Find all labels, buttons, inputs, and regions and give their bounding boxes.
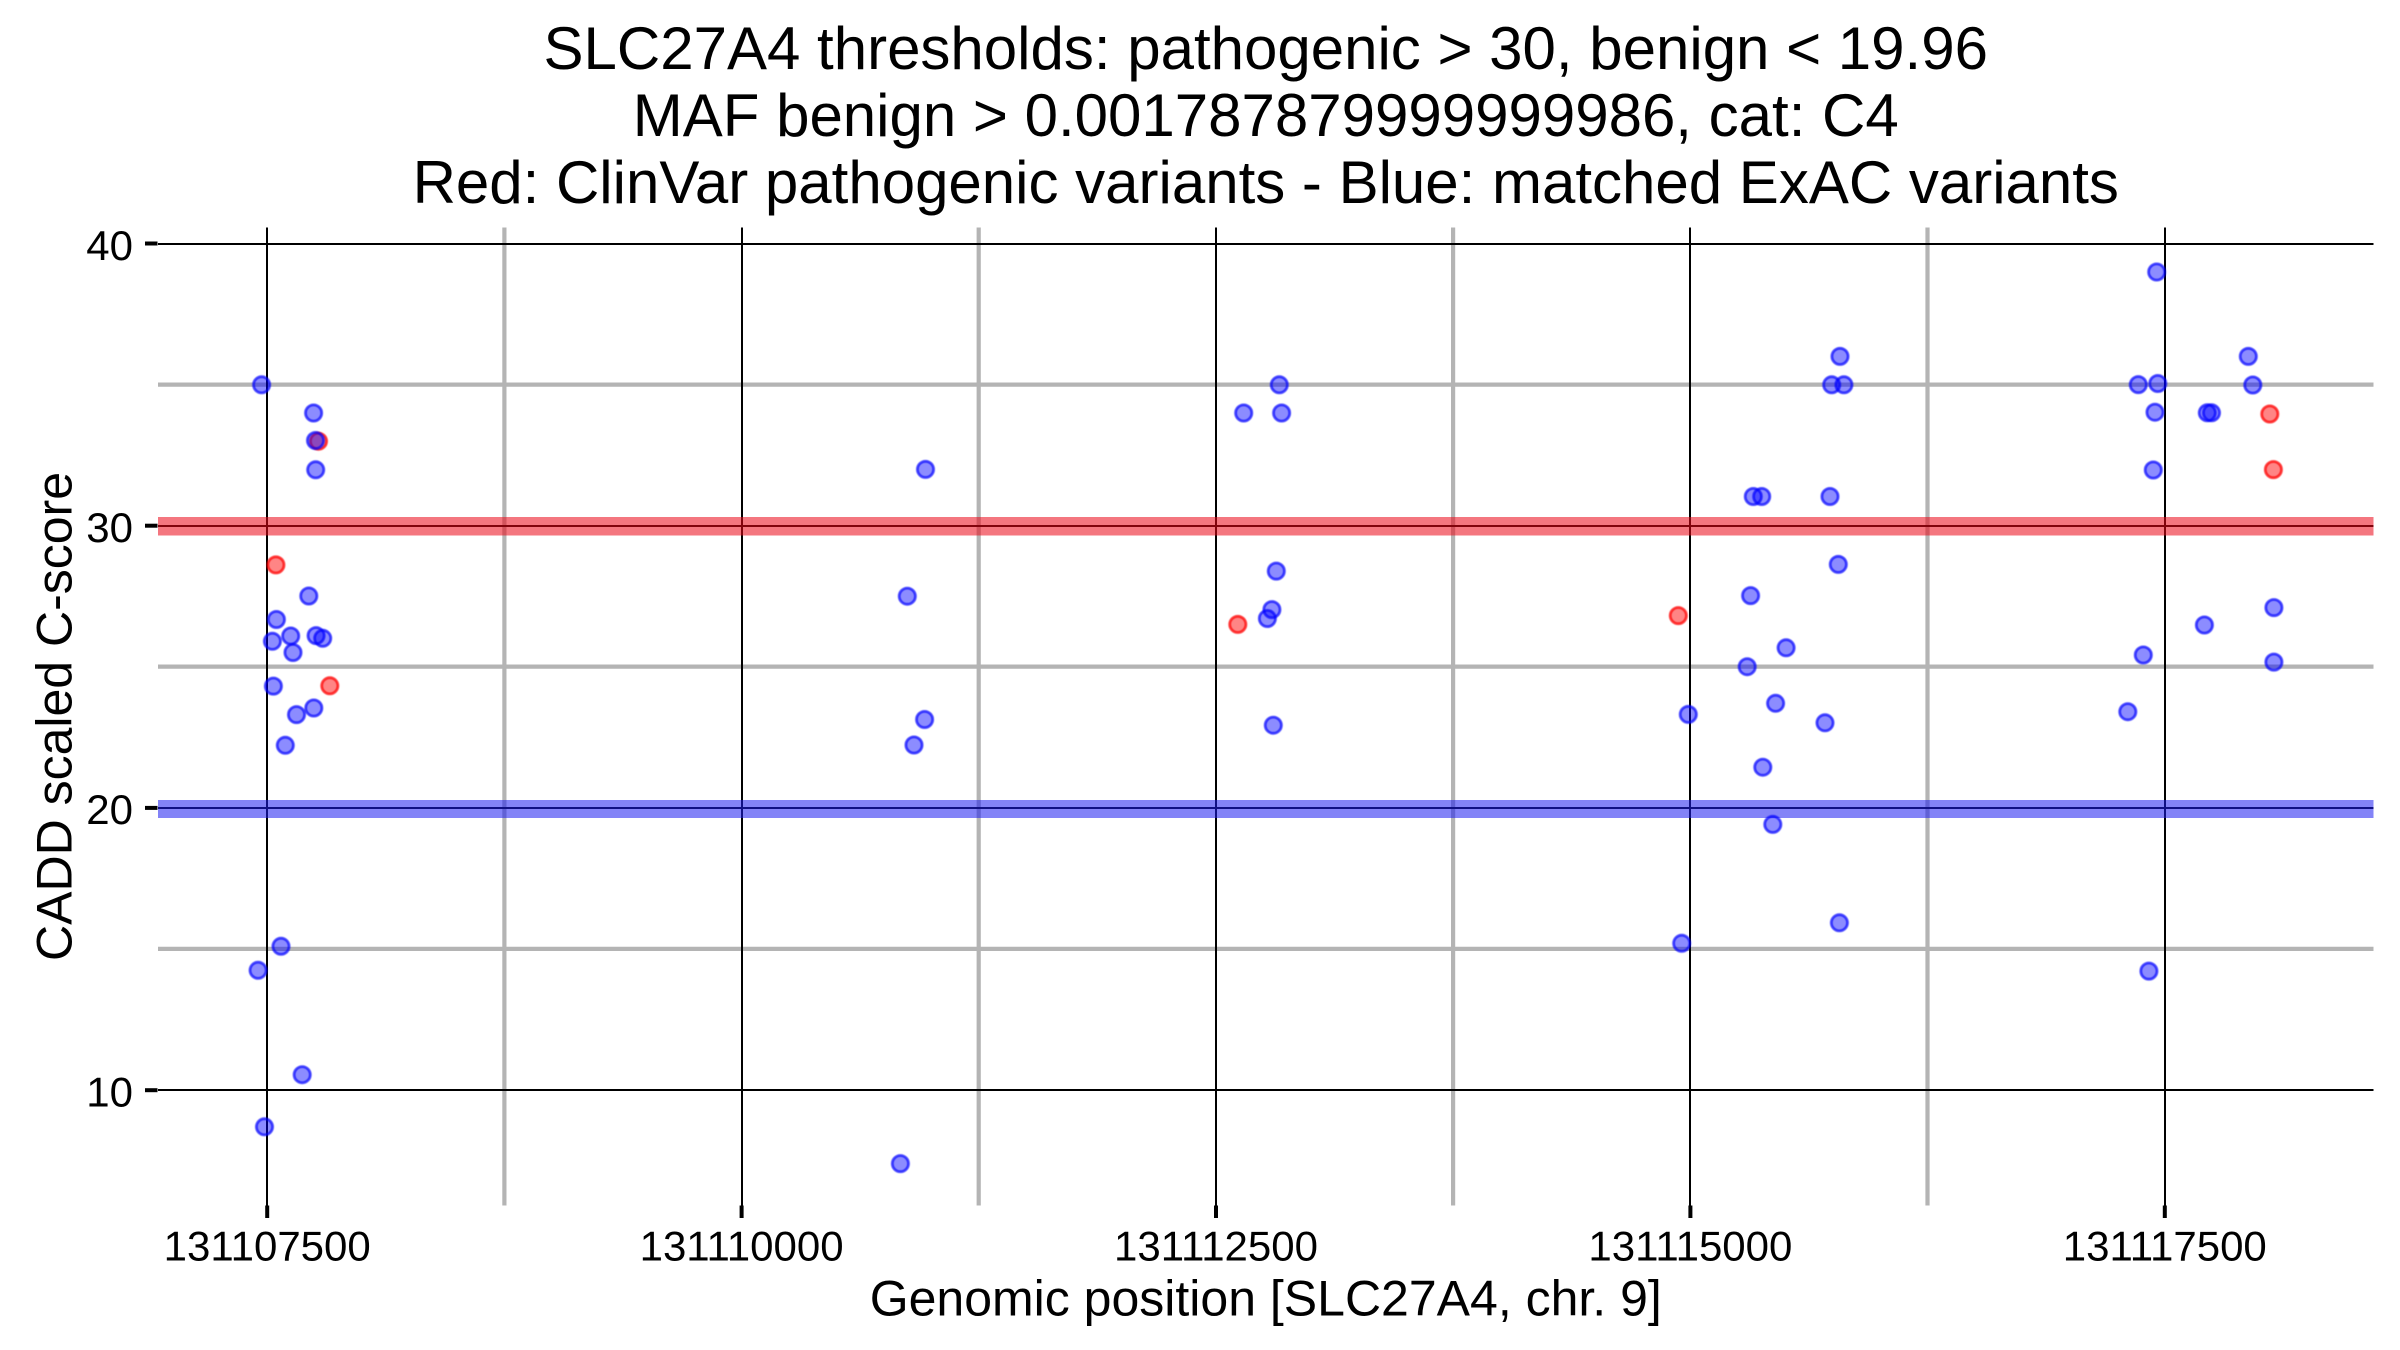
svg-text:Red: ClinVar pathogenic varian: Red: ClinVar pathogenic variants - Blue:… (413, 149, 2119, 216)
svg-text:SLC27A4 thresholds: pathogenic: SLC27A4 thresholds: pathogenic > 30, ben… (544, 15, 1988, 82)
svg-text:CADD scaled C-score: CADD scaled C-score (27, 472, 83, 961)
svg-text:MAF benign > 0.001787879999999: MAF benign > 0.001787879999999986, cat: … (633, 82, 1899, 149)
svg-text:10: 10 (86, 1069, 133, 1116)
svg-text:131115000: 131115000 (1588, 1223, 1792, 1270)
svg-text:131107500: 131107500 (164, 1223, 371, 1270)
svg-text:40: 40 (86, 222, 133, 269)
svg-text:30: 30 (86, 504, 133, 551)
svg-text:131112500: 131112500 (1114, 1223, 1318, 1270)
svg-text:131117500: 131117500 (2063, 1223, 2267, 1270)
svg-text:Genomic position [SLC27A4, chr: Genomic position [SLC27A4, chr. 9] (870, 1270, 1662, 1326)
svg-text:20: 20 (86, 786, 133, 833)
svg-text:131110000: 131110000 (640, 1223, 844, 1270)
